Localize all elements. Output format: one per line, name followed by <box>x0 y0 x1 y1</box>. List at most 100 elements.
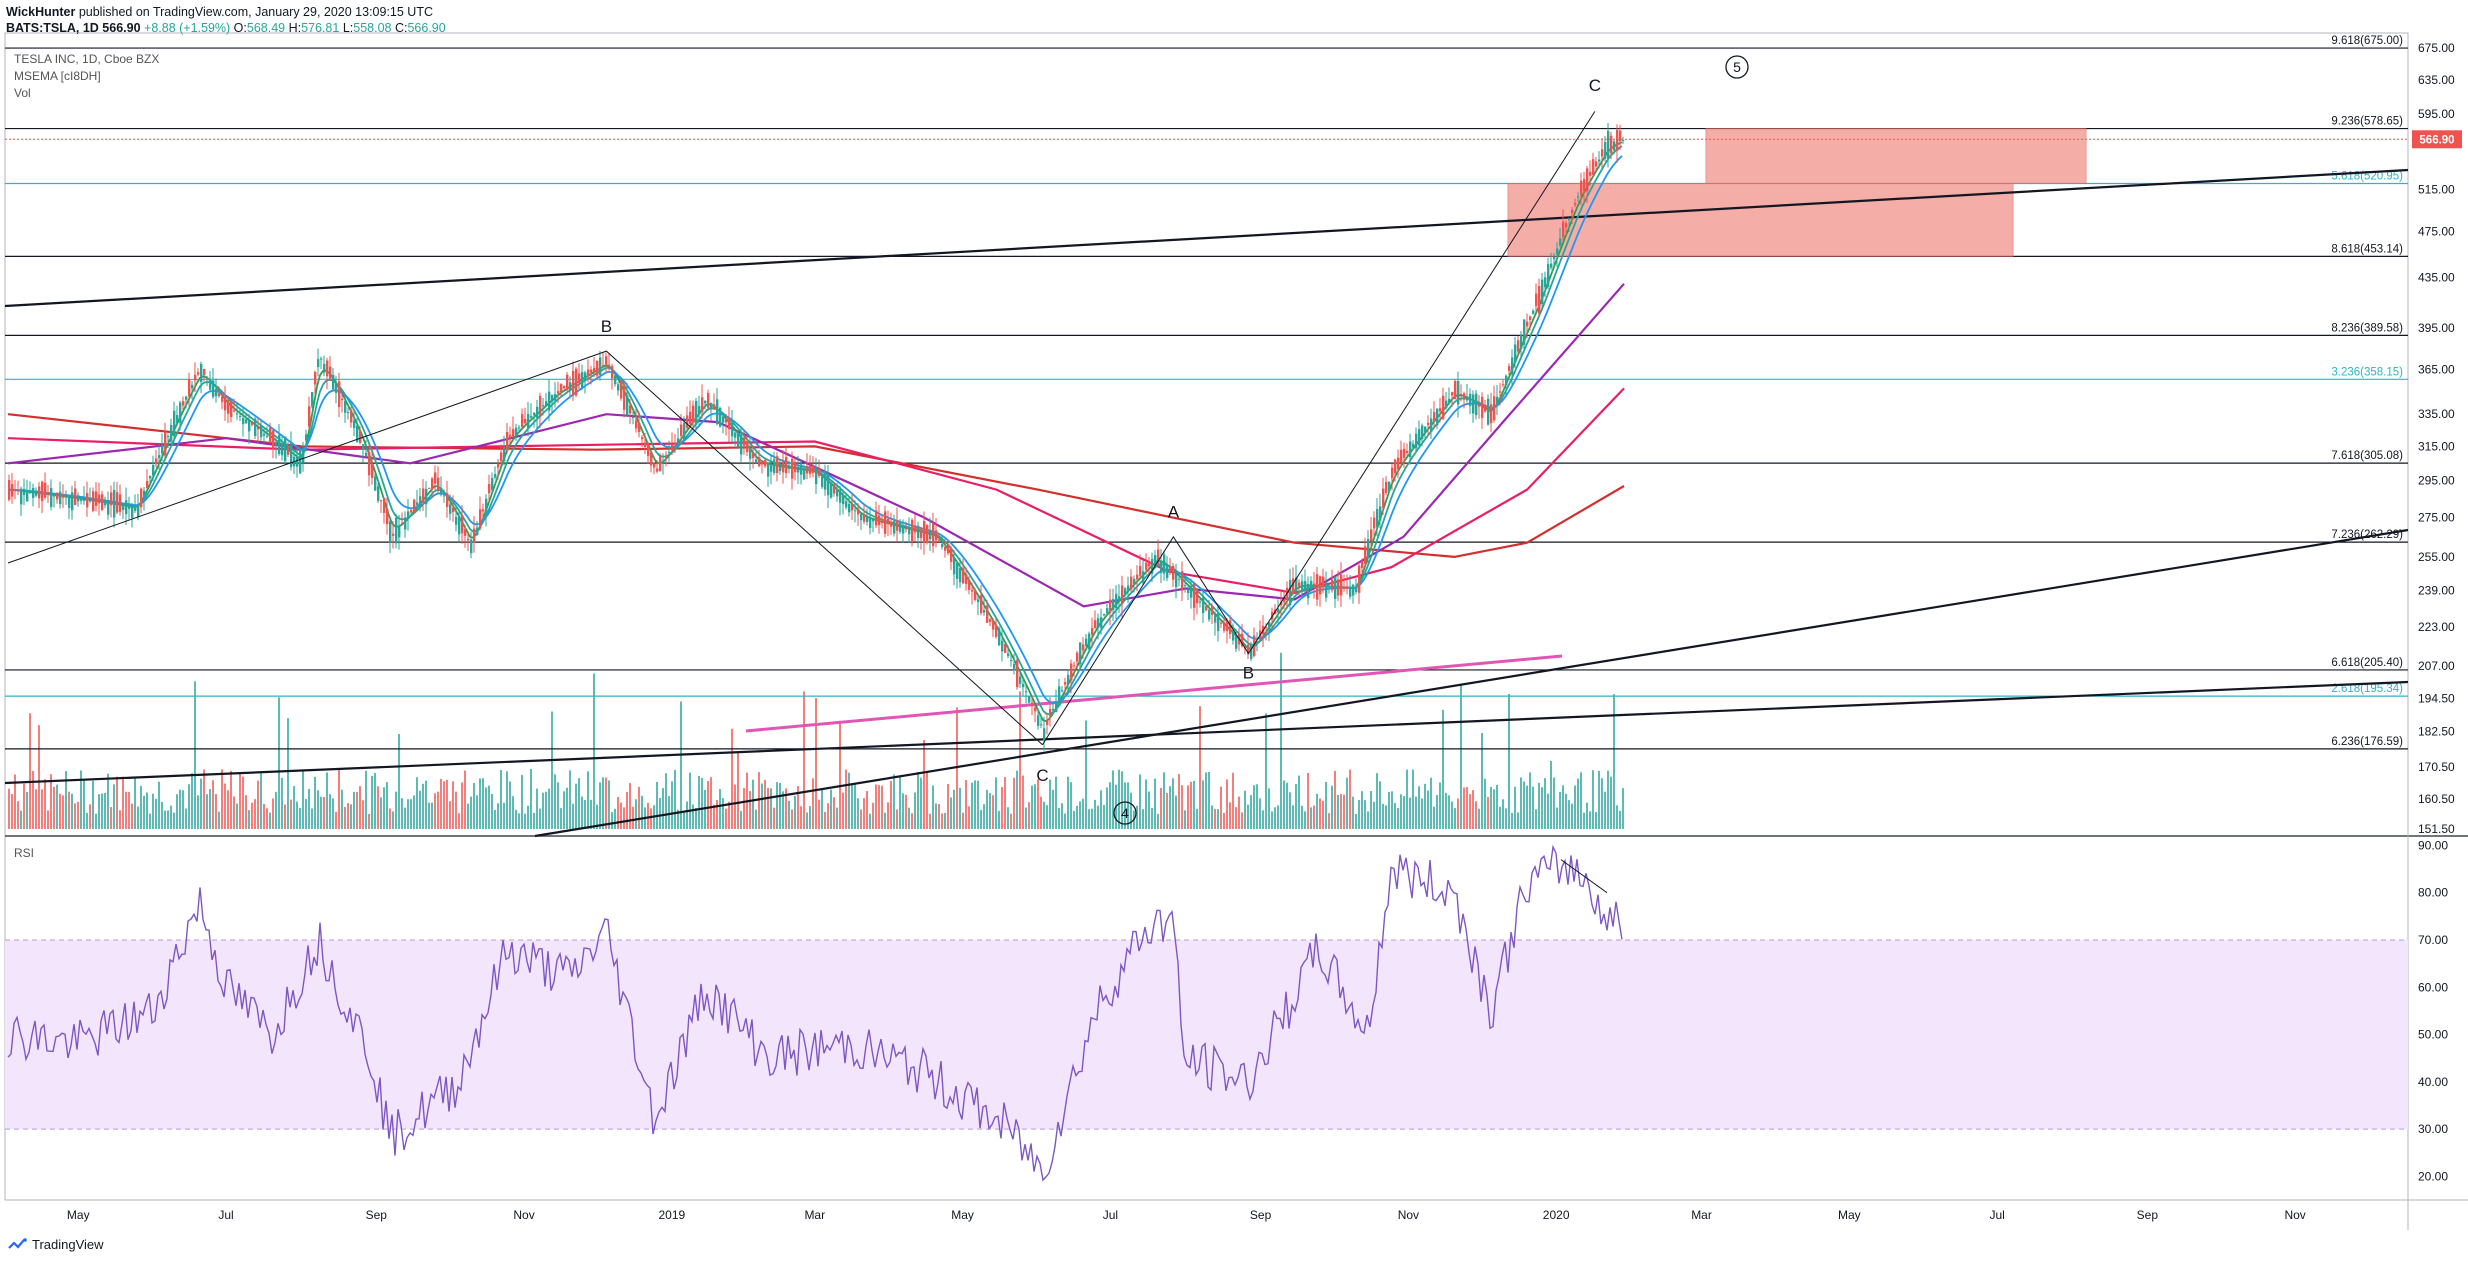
fib-level-label: 7.618(305.08) <box>2331 450 2403 462</box>
volume-bar <box>1124 782 1126 829</box>
volume-bar <box>110 807 112 829</box>
candle-body <box>1409 441 1412 458</box>
volume-bar <box>1262 810 1264 829</box>
volume-bar <box>752 779 754 829</box>
candle-body <box>1511 357 1514 375</box>
candle-body <box>947 544 950 554</box>
candle-body <box>683 422 686 442</box>
volume-bar <box>536 788 538 829</box>
volume-bar <box>782 791 784 829</box>
candle-body <box>1508 366 1511 371</box>
candle-body <box>1349 586 1352 597</box>
candle-body <box>470 539 473 554</box>
candle-body <box>1457 380 1460 405</box>
trendline-pink <box>745 654 1563 733</box>
candle-body <box>320 358 323 360</box>
candle-body <box>653 463 656 468</box>
candle-body <box>815 466 818 485</box>
volume-bar <box>1289 792 1291 829</box>
volume-bar <box>410 799 412 829</box>
candle-body <box>893 521 896 534</box>
candle-body <box>548 391 551 411</box>
candle-body <box>896 520 899 531</box>
candle-body <box>938 539 941 541</box>
volume-bar <box>305 798 307 829</box>
volume-bar <box>1493 789 1495 829</box>
volume-bar <box>152 793 154 829</box>
candle-body <box>149 475 152 479</box>
candle-body <box>695 400 698 425</box>
volume-bar <box>572 803 574 829</box>
candle-body <box>32 488 35 498</box>
price-axis-label: 182.50 <box>2418 725 2455 739</box>
candle-body <box>1469 393 1472 407</box>
candle-body <box>1082 644 1085 651</box>
candle-body <box>257 426 260 430</box>
volume-bar <box>929 813 931 829</box>
fib-level-label: 2.618(195.34) <box>2331 683 2403 695</box>
candle-body <box>593 367 596 372</box>
volume-bar <box>845 769 847 829</box>
volume-bar <box>1241 812 1243 829</box>
volume-bar <box>23 783 25 829</box>
candle-body <box>1487 398 1490 425</box>
candle-body <box>845 501 848 508</box>
volume-bar <box>1616 805 1618 829</box>
volume-bar <box>533 812 535 829</box>
volume-bar <box>848 772 850 829</box>
candle-body <box>1184 585 1187 587</box>
candle-body <box>1106 608 1109 613</box>
candle-body <box>902 525 905 534</box>
volume-bar <box>1544 778 1546 829</box>
volume-bar <box>971 782 973 829</box>
candle-body <box>473 528 476 543</box>
fib-level-label: 6.618(205.40) <box>2331 657 2403 669</box>
volume-bar <box>1052 789 1054 829</box>
candle-body <box>1151 558 1154 574</box>
volume-bar <box>926 772 928 829</box>
volume-bar <box>77 801 79 829</box>
volume-bar <box>620 802 622 829</box>
volume-bar <box>1232 772 1234 829</box>
volume-bar <box>203 769 205 829</box>
candle-body <box>890 521 893 527</box>
rsi-legend[interactable]: RSI <box>14 846 35 860</box>
candle-body <box>590 369 593 373</box>
candle-body <box>668 452 671 454</box>
volume-bar <box>38 725 40 829</box>
volume-bar <box>710 777 712 829</box>
volume-bar <box>1568 800 1570 829</box>
footer-brand[interactable]: TradingView <box>8 1237 104 1252</box>
candle-body <box>1109 599 1112 613</box>
volume-bar <box>1136 805 1138 829</box>
author-name[interactable]: WickHunter <box>6 5 76 19</box>
volume-bar <box>965 780 967 829</box>
volume-bar <box>797 785 799 829</box>
candle-body <box>1472 394 1475 414</box>
volume-bar <box>521 774 523 829</box>
volume-bar <box>1043 801 1045 829</box>
volume-bar <box>1511 812 1513 829</box>
indicator-legend[interactable]: MSEMA [cI8DH] <box>14 69 101 83</box>
pane-title[interactable]: TESLA INC, 1D, Cboe BZX <box>14 52 160 66</box>
candle-body <box>467 538 470 541</box>
volume-bar <box>98 794 100 829</box>
candle-body <box>68 496 71 509</box>
volume-bar <box>374 772 376 829</box>
volume-bar <box>812 778 814 829</box>
volume-bar <box>227 790 229 829</box>
volume-bar <box>1478 808 1480 829</box>
candle-body <box>1055 702 1058 713</box>
volume-bar <box>257 780 259 829</box>
candle-body <box>314 372 317 385</box>
candle-body <box>395 517 398 544</box>
candle-body <box>260 425 263 437</box>
volume-bar <box>1502 799 1504 829</box>
volume-bar <box>1592 770 1594 829</box>
volume-bar <box>401 798 403 829</box>
volume-bar <box>668 796 670 829</box>
candle-body <box>1397 457 1400 470</box>
volume-legend[interactable]: Vol <box>14 86 31 100</box>
candle-body <box>26 489 29 502</box>
